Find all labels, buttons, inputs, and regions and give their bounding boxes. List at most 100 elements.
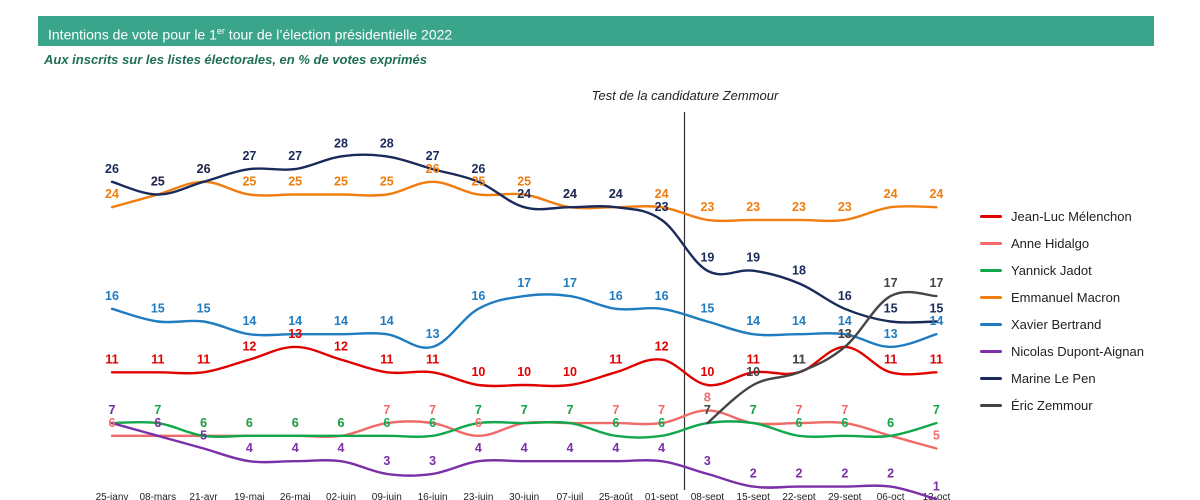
- x-tick-label: 08-mars: [139, 492, 176, 500]
- data-label: 4: [567, 441, 574, 455]
- data-label: 10: [563, 365, 577, 379]
- x-tick-label: 07-juil: [557, 492, 584, 500]
- data-label: 7: [521, 403, 528, 417]
- data-label: 26: [105, 162, 119, 176]
- legend-item: Anne Hidalgo: [980, 230, 1180, 257]
- x-tick-label: 08-sept: [691, 492, 725, 500]
- chart-title-banner: Intentions de vote pour le 1er tour de l…: [38, 16, 1154, 46]
- data-label: 17: [517, 276, 531, 290]
- data-label: 25: [288, 175, 302, 189]
- x-tick-label: 21-avr: [189, 492, 218, 500]
- legend-label: Anne Hidalgo: [1011, 236, 1090, 251]
- x-tick-label: 06-oct: [877, 492, 905, 500]
- data-label: 2: [887, 467, 894, 481]
- data-label: 3: [429, 454, 436, 468]
- data-label: 14: [242, 314, 256, 328]
- data-label: 19: [700, 251, 714, 265]
- data-label: 11: [380, 352, 393, 366]
- data-label: 11: [747, 352, 760, 366]
- data-label: 4: [338, 441, 345, 455]
- data-label: 14: [334, 314, 348, 328]
- data-label: 4: [246, 441, 253, 455]
- legend-item: Jean-Luc Mélenchon: [980, 203, 1180, 230]
- chart-legend: Jean-Luc Mélenchon Anne Hidalgo Yannick Ja…: [980, 203, 1180, 419]
- legend-label: Marine Le Pen: [1011, 371, 1096, 386]
- x-tick-label: 25-août: [599, 492, 633, 500]
- data-label: 23: [655, 200, 669, 214]
- data-label: 6: [109, 416, 116, 430]
- data-label: 16: [105, 289, 119, 303]
- data-label: 6: [475, 416, 482, 430]
- x-tick-label: 26-mai: [280, 492, 311, 500]
- series-line: [110, 293, 938, 349]
- data-label: 25: [471, 175, 485, 189]
- data-label: 5: [200, 429, 207, 443]
- data-label: 24: [105, 187, 119, 201]
- series-line: [110, 180, 938, 223]
- data-label: 7: [612, 403, 619, 417]
- x-tick-label: 29-sept: [828, 492, 862, 500]
- data-label: 12: [655, 340, 669, 354]
- data-label: 26: [426, 162, 440, 176]
- x-tick-label: 19-mai: [234, 492, 265, 500]
- data-label: 23: [792, 200, 806, 214]
- data-label: 25: [380, 175, 394, 189]
- data-label: 6: [246, 416, 253, 430]
- data-label: 11: [792, 352, 805, 366]
- legend-label: Nicolas Dupont-Aignan: [1011, 344, 1144, 359]
- data-label: 11: [105, 352, 118, 366]
- data-label: 6: [154, 416, 161, 430]
- data-label: 12: [334, 340, 348, 354]
- data-label: 6: [154, 416, 161, 430]
- legend-item: Emmanuel Macron: [980, 284, 1180, 311]
- legend-swatch: [980, 377, 1002, 380]
- data-label: 25: [151, 175, 165, 189]
- data-label: 6: [200, 416, 207, 430]
- x-tick-label: 09-juin: [372, 492, 402, 500]
- data-label: 15: [884, 302, 898, 316]
- data-label: 6: [429, 416, 436, 430]
- data-label: 6: [658, 416, 665, 430]
- data-label: 11: [426, 352, 439, 366]
- x-tick-label: 15-sept: [737, 492, 771, 500]
- data-label: 7: [109, 403, 116, 417]
- data-label: 4: [521, 441, 528, 455]
- data-label: 2: [750, 467, 757, 481]
- legend-swatch: [980, 242, 1002, 245]
- data-label: 6: [292, 416, 299, 430]
- data-label: 24: [884, 187, 898, 201]
- data-label: 26: [197, 162, 211, 176]
- legend-swatch: [980, 296, 1002, 299]
- data-label: 4: [475, 441, 482, 455]
- data-label: 24: [563, 187, 577, 201]
- series-line: [110, 420, 938, 439]
- data-label: 17: [563, 276, 577, 290]
- data-label: 15: [197, 302, 211, 316]
- data-label: 14: [288, 314, 302, 328]
- x-tick-label: 13-oct: [923, 492, 951, 500]
- series-line: [110, 153, 938, 324]
- data-label: 28: [334, 136, 348, 150]
- x-tick-label: 25-janv: [96, 492, 129, 500]
- data-label: 7: [429, 403, 436, 417]
- legend-item: Marine Le Pen: [980, 365, 1180, 392]
- legend-swatch: [980, 350, 1002, 353]
- data-label: 3: [383, 454, 390, 468]
- legend-swatch: [980, 269, 1002, 272]
- data-label: 24: [929, 187, 943, 201]
- data-label: 15: [929, 302, 943, 316]
- data-label: 7: [796, 403, 803, 417]
- data-label: 14: [746, 314, 760, 328]
- legend-label: Jean-Luc Mélenchon: [1011, 209, 1132, 224]
- data-label: 24: [609, 187, 623, 201]
- series-line: [110, 421, 938, 500]
- data-label: 28: [380, 136, 394, 150]
- data-label: 3: [704, 454, 711, 468]
- data-label: 15: [700, 302, 714, 316]
- data-label: 13: [426, 327, 440, 341]
- chart-subtitle: Aux inscrits sur les listes électorales,…: [44, 52, 427, 67]
- data-label: 6: [887, 416, 894, 430]
- data-label: 13: [288, 327, 302, 341]
- data-label: 6: [796, 416, 803, 430]
- data-label: 14: [380, 314, 394, 328]
